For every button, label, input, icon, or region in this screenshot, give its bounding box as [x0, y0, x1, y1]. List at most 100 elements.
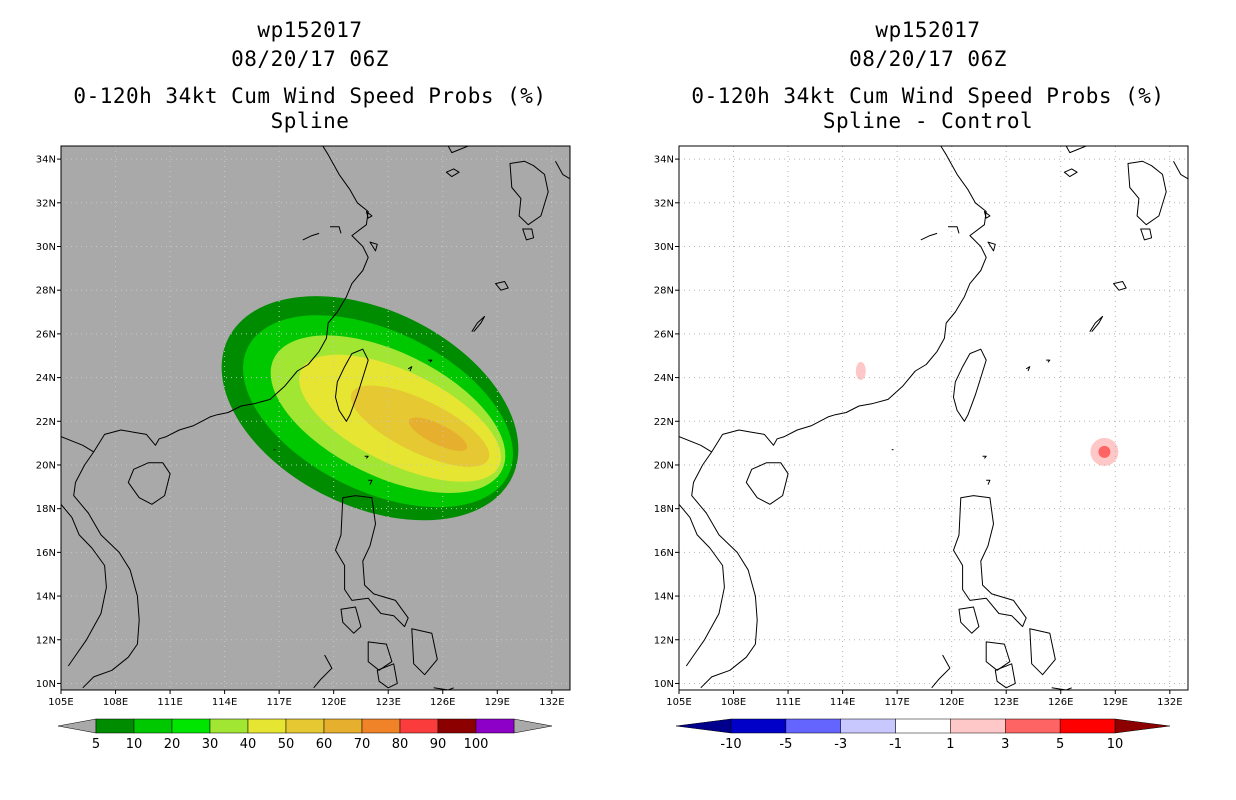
- colorbar-swatch: [361, 718, 401, 734]
- colorbar-swatch: [730, 718, 787, 734]
- colorbar-label: 80: [392, 737, 409, 752]
- lon-tick-label: 105E: [666, 697, 691, 708]
- map-frame: [60, 145, 571, 691]
- product-name: 0-120h 34kt Cum Wind Speed Probs (%): [73, 84, 547, 108]
- lat-tick-label: 14N: [654, 592, 674, 603]
- colorbar-swatch: [475, 718, 515, 734]
- lat-tick-label: 16N: [36, 548, 56, 559]
- lat-tick-label: 32N: [654, 198, 674, 209]
- datetime: 08/20/17 06Z: [849, 47, 1007, 71]
- colorbar-over-arrow: [1114, 718, 1171, 734]
- lon-tick-label: 111E: [775, 697, 800, 708]
- colorbar-label: 10: [1107, 737, 1124, 752]
- map-background: [679, 146, 1188, 690]
- panel-subtitle: Spline: [270, 109, 350, 133]
- colorbar-under-arrow: [675, 718, 732, 734]
- colorbar-swatch: [323, 718, 363, 734]
- lon-tick-label: 120E: [321, 697, 346, 708]
- axis-labels: 105E 108E 111E 114E 117E 120E 123E 126E 129E 132E…: [36, 155, 565, 708]
- lat-tick-label: 26N: [36, 329, 56, 340]
- graticule: [679, 146, 1188, 690]
- lat-tick-label: 28N: [654, 286, 674, 297]
- lon-tick-label: 114E: [212, 697, 237, 708]
- colorbar-label: 3: [1001, 737, 1009, 752]
- lat-tick-label: 26N: [654, 329, 674, 340]
- colorbar-label: 40: [240, 737, 257, 752]
- lon-tick-label: 111E: [157, 697, 182, 708]
- colorbar-swatch: [285, 718, 325, 734]
- lat-tick-label: 14N: [36, 592, 56, 603]
- colorbar-swatch: [133, 718, 173, 734]
- colorbar-label: 30: [202, 737, 219, 752]
- colorbar-swatch: [1059, 718, 1116, 734]
- difference-spot-1: [855, 362, 866, 380]
- colorbar-swatch: [437, 718, 477, 734]
- lon-tick-label: 129E: [485, 697, 510, 708]
- colorbar-swatch: [1005, 718, 1061, 734]
- lon-tick-label: 132E: [539, 697, 564, 708]
- colorbar-swatch: [950, 718, 1006, 734]
- lon-tick-label: 117E: [884, 697, 909, 708]
- lon-tick-label: 123E: [376, 697, 401, 708]
- lat-tick-label: 10N: [654, 679, 674, 690]
- colorbar-label: 1: [946, 737, 954, 752]
- colorbar-label: 20: [164, 737, 181, 752]
- panel-subtitle: Spline - Control: [822, 109, 1034, 133]
- lon-tick-label: 126E: [430, 697, 455, 708]
- colorbar-swatch: [209, 718, 249, 734]
- colorbar-label: 60: [316, 737, 333, 752]
- right-colorbar: -10 -5 -3 -1 1 3 5 10: [675, 718, 1171, 752]
- left-map-panel: 105E 108E 111E 114E 117E 120E 123E 126E 129E 132E…: [36, 145, 571, 708]
- lat-tick-label: 12N: [36, 635, 56, 646]
- left-panel-title: wp152017 08/20/17 06Z 0-120h 34kt Cum Wi…: [50, 16, 570, 136]
- lat-tick-label: 12N: [654, 635, 674, 646]
- axis-labels: 105E 108E 111E 114E 117E 120E 123E 126E 129E 132E…: [654, 155, 1183, 708]
- lon-tick-label: 129E: [1103, 697, 1128, 708]
- lat-tick-label: 34N: [654, 155, 674, 166]
- datetime: 08/20/17 06Z: [231, 47, 389, 71]
- colorbar-label: -1: [889, 737, 902, 752]
- lat-tick-label: 28N: [36, 286, 56, 297]
- coastlines: [679, 146, 1188, 690]
- storm-id: wp152017: [875, 18, 981, 42]
- right-panel-title: wp152017 08/20/17 06Z 0-120h 34kt Cum Wi…: [668, 16, 1188, 136]
- lon-tick-label: 132E: [1157, 697, 1182, 708]
- colorbar-label: 10: [126, 737, 143, 752]
- colorbar-swatch: [171, 718, 211, 734]
- lon-tick-label: 126E: [1048, 697, 1073, 708]
- map-frame: [678, 145, 1189, 691]
- colorbar-label: 100: [464, 737, 489, 752]
- lon-tick-label: 108E: [103, 697, 128, 708]
- colorbar-label: -5: [779, 737, 792, 752]
- lat-tick-label: 30N: [36, 242, 56, 253]
- graticule: [61, 146, 570, 690]
- lat-tick-label: 24N: [36, 373, 56, 384]
- colorbar-over-arrow: [513, 718, 553, 734]
- lat-tick-label: 20N: [36, 460, 56, 471]
- lat-tick-label: 22N: [36, 417, 56, 428]
- colorbar-label: 5: [1056, 737, 1064, 752]
- storm-id: wp152017: [257, 18, 363, 42]
- colorbar-under-arrow: [57, 718, 97, 734]
- lat-tick-label: 32N: [36, 198, 56, 209]
- colorbar-label: 70: [354, 737, 371, 752]
- colorbar-swatch: [95, 718, 135, 734]
- lat-tick-label: 30N: [654, 242, 674, 253]
- right-map-panel: 105E 108E 111E 114E 117E 120E 123E 126E 129E 132E…: [654, 145, 1189, 708]
- left-colorbar: 5 10 20 30 40 50 60 70 80 90 100: [57, 718, 553, 752]
- lat-tick-label: 22N: [654, 417, 674, 428]
- lat-tick-label: 16N: [654, 548, 674, 559]
- swath-contour-50: [408, 417, 468, 451]
- colorbar-label: 5: [92, 737, 100, 752]
- lon-tick-label: 117E: [266, 697, 291, 708]
- product-name: 0-120h 34kt Cum Wind Speed Probs (%): [691, 84, 1165, 108]
- lon-tick-label: 108E: [721, 697, 746, 708]
- lat-tick-label: 18N: [654, 504, 674, 515]
- lat-tick-label: 34N: [36, 155, 56, 166]
- colorbar-label: 50: [278, 737, 295, 752]
- colorbar-label: 90: [430, 737, 447, 752]
- lon-tick-label: 114E: [830, 697, 855, 708]
- lon-tick-label: 123E: [994, 697, 1019, 708]
- coastlines: [61, 146, 570, 690]
